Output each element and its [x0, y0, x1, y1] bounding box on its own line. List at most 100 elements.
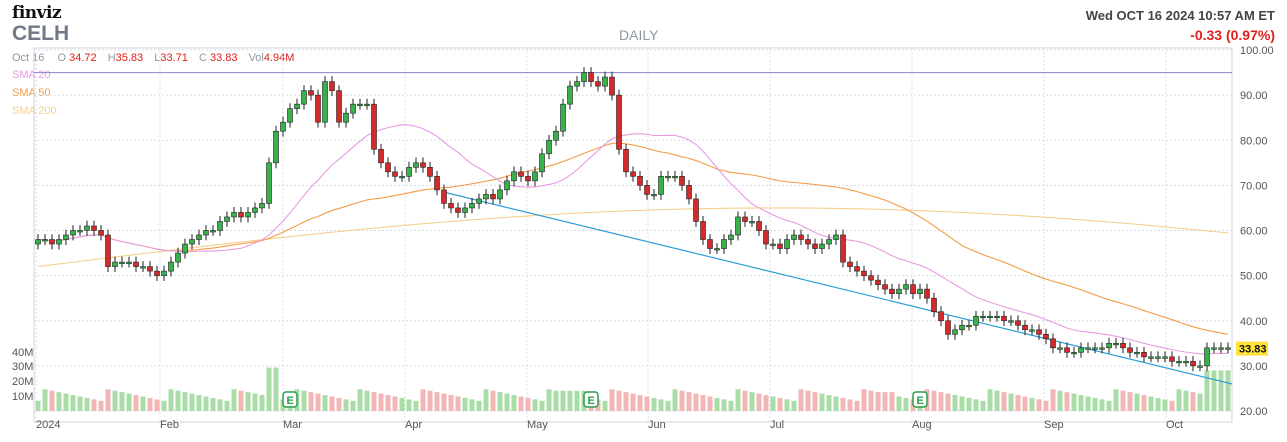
volume-bar — [1001, 392, 1007, 411]
candle-body — [686, 185, 692, 200]
volume-bar — [812, 392, 818, 411]
volume-bar — [217, 399, 223, 411]
candle-body — [903, 284, 909, 290]
volume-bar — [504, 393, 510, 411]
volume-bar — [1162, 399, 1168, 411]
candle-body — [616, 94, 622, 150]
volume-tick-label: 10M — [12, 391, 33, 403]
volume-bar — [1197, 393, 1203, 411]
volume-bar — [707, 396, 713, 411]
high-label: H — [107, 52, 116, 64]
volume-bar — [672, 389, 678, 411]
candle-body — [511, 171, 517, 182]
candle-body — [973, 315, 979, 326]
volume-bar — [245, 392, 251, 411]
candle-body — [497, 189, 503, 200]
volume-bar — [651, 397, 657, 411]
candle-body — [784, 239, 790, 249]
candle-body — [567, 85, 573, 105]
candle-body — [70, 230, 76, 236]
y-tick-label: 70.00 — [1240, 180, 1268, 192]
volume-bar — [434, 392, 440, 411]
y-tick-label: 90.00 — [1240, 90, 1268, 102]
volume-bar — [189, 393, 195, 411]
volume-bar — [546, 389, 552, 411]
volume-bar — [273, 367, 279, 411]
candle-body — [1190, 361, 1196, 367]
x-tick-label: Oct — [1166, 419, 1183, 431]
volume-bar — [1120, 390, 1126, 411]
candle-body — [693, 198, 699, 222]
candle-body — [623, 148, 629, 173]
candle-body — [763, 230, 769, 245]
volume-bar — [210, 397, 216, 411]
candle-body — [721, 239, 727, 249]
candle-body — [441, 189, 447, 204]
candle-body — [1204, 347, 1210, 367]
volume-bar — [637, 395, 643, 411]
candle-body — [245, 212, 251, 218]
candle-body — [371, 103, 377, 150]
volume-bar — [686, 392, 692, 411]
x-tick-label: Mar — [283, 419, 302, 431]
volume-bar — [791, 400, 797, 411]
candle-body — [798, 234, 804, 240]
volume-bar — [357, 389, 363, 411]
volume-bar — [770, 396, 776, 411]
candle-body — [630, 171, 636, 177]
volume-bar — [826, 395, 832, 411]
volume-bar — [490, 390, 496, 411]
candle-body — [574, 81, 580, 87]
volume-bar — [308, 392, 314, 411]
candle-body — [931, 297, 937, 313]
candle-body — [672, 176, 678, 179]
candle-body — [1036, 329, 1042, 335]
candle-body — [280, 121, 286, 132]
volume-bar — [693, 393, 699, 411]
volume-bar — [266, 367, 272, 411]
volume-bar — [1008, 393, 1014, 411]
chart-period[interactable]: DAILY — [619, 27, 659, 43]
price-change: -0.33 (0.97%) — [1190, 27, 1275, 43]
volume-bar — [84, 397, 90, 411]
volume-bar — [133, 395, 139, 411]
candle-body — [210, 230, 216, 233]
volume-bar — [868, 390, 874, 411]
volume-bar — [875, 392, 881, 411]
candle-body — [252, 207, 258, 213]
volume-bar — [98, 400, 104, 411]
candle-body — [770, 243, 776, 246]
volume-bar — [616, 390, 622, 411]
candle-body — [336, 90, 342, 123]
candle-body — [1155, 356, 1161, 359]
candle-body — [112, 261, 118, 267]
y-tick-label: 50.00 — [1240, 271, 1268, 283]
candle-body — [203, 230, 209, 236]
volume-bar — [553, 390, 559, 411]
y-tick-label: 80.00 — [1240, 135, 1268, 147]
finviz-logo[interactable]: finviz — [12, 3, 62, 23]
candle-body — [980, 315, 986, 319]
candle-body — [168, 261, 174, 272]
volume-bar — [525, 397, 531, 411]
volume-bar — [511, 395, 517, 411]
earnings-marker-label: E — [917, 395, 924, 407]
volume-bar — [861, 389, 867, 411]
candle-body — [546, 139, 552, 155]
candle-body — [1218, 347, 1224, 350]
candle-body — [889, 288, 895, 294]
sma-200-line — [37, 207, 1229, 268]
volume-bar — [1057, 390, 1063, 411]
volume-bar — [1022, 396, 1028, 411]
volume-bar — [392, 396, 398, 411]
candle-body — [861, 270, 867, 276]
candle-body — [917, 288, 923, 294]
candle-body — [154, 270, 160, 276]
candle-body — [1029, 329, 1035, 332]
candle-body — [532, 171, 538, 182]
close-label: C — [198, 52, 207, 64]
candle-body — [140, 266, 146, 269]
candle-body — [1099, 347, 1105, 350]
candle-body — [1169, 356, 1175, 362]
